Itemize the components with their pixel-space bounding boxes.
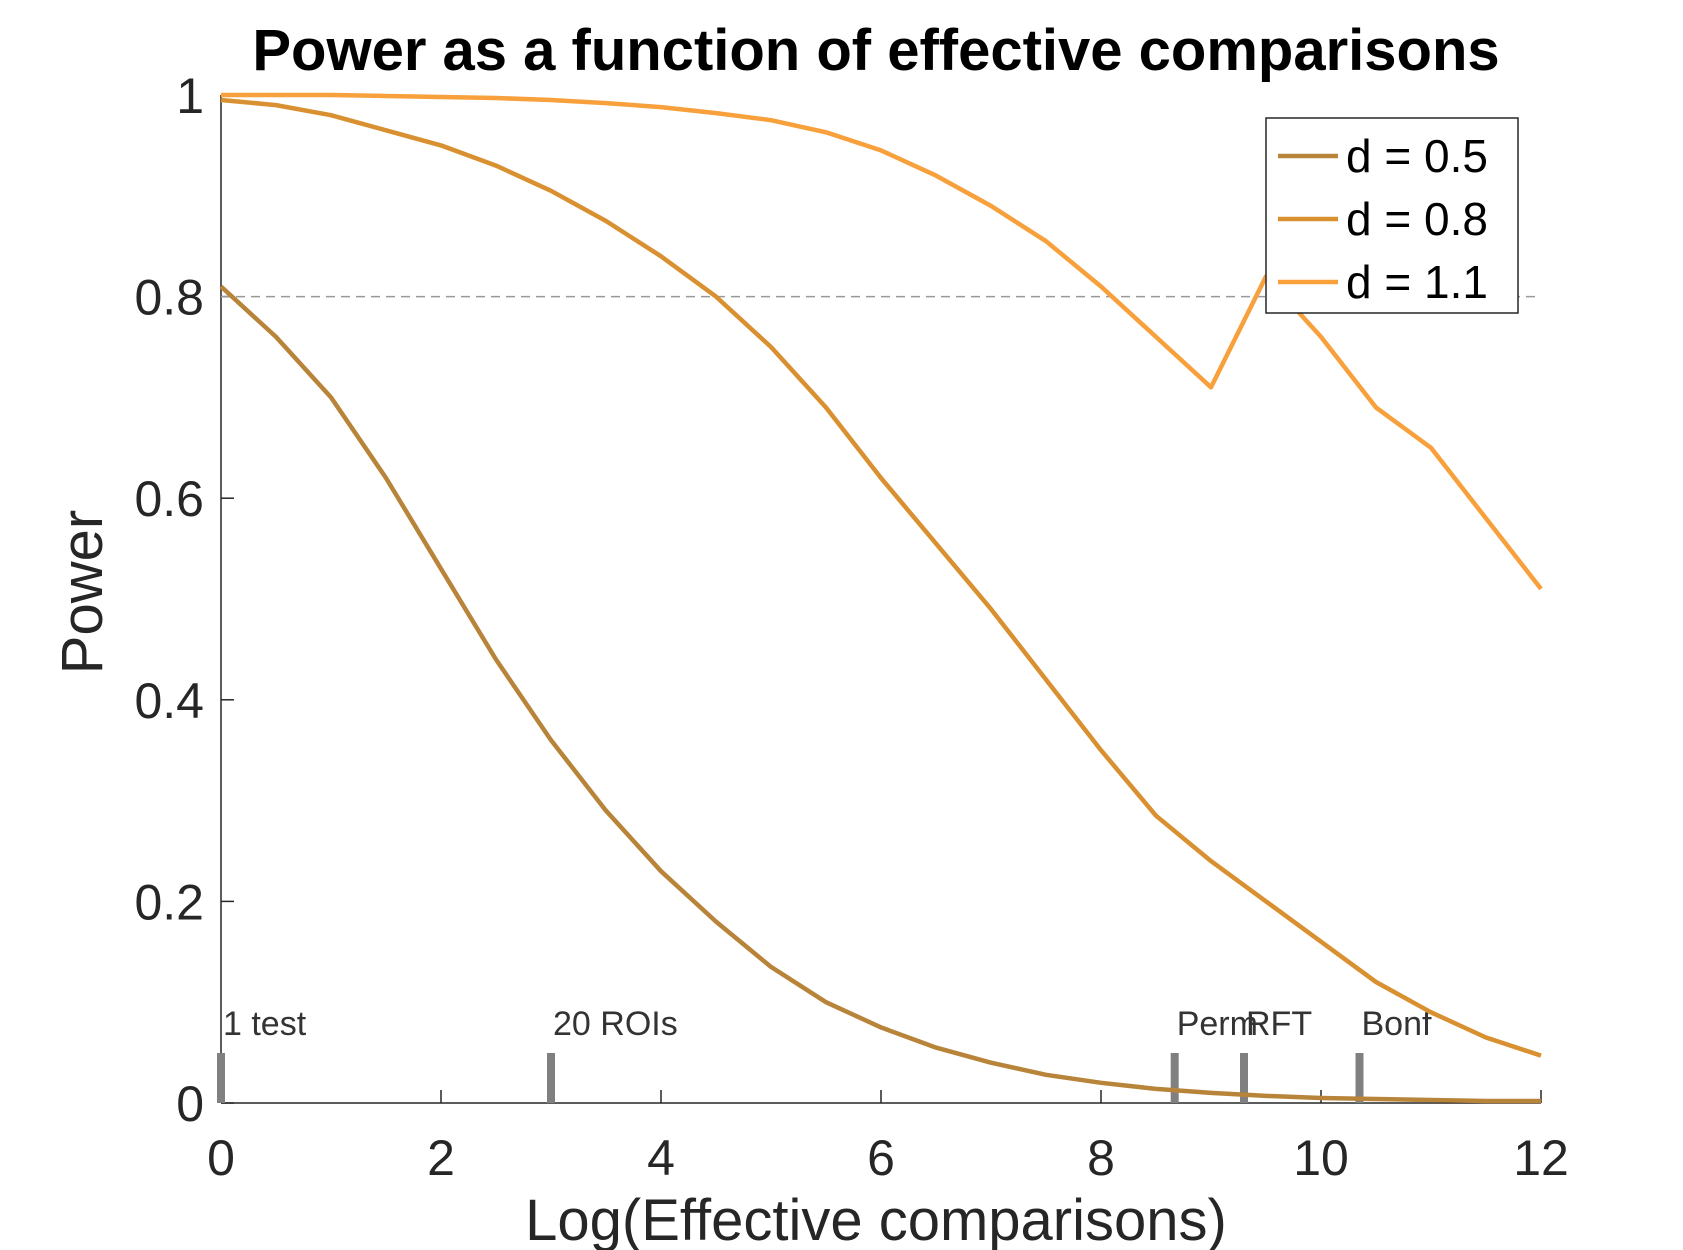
legend-label: d = 0.5 xyxy=(1346,130,1488,182)
legend: d = 0.5 d = 0.8 d = 1.1 xyxy=(1265,117,1519,314)
series-line-1 xyxy=(219,284,1541,1104)
y-tick-label: 0.2 xyxy=(134,874,204,930)
marker-label: 1 test xyxy=(223,1005,307,1043)
x-axis-ticks: 0 2 4 6 8 10 12 xyxy=(207,1090,1569,1186)
series-line-2 xyxy=(220,97,1542,1058)
marker-label: Perm xyxy=(1177,1005,1258,1043)
marker-label: RFT xyxy=(1246,1005,1312,1043)
legend-label: d = 0.8 xyxy=(1346,193,1488,245)
x-tick-label: 12 xyxy=(1513,1130,1569,1186)
series-line-3 xyxy=(221,92,1543,591)
x-tick-label: 4 xyxy=(647,1130,675,1186)
y-axis-ticks: 0 0.2 0.4 0.6 0.8 1 xyxy=(134,68,234,1132)
y-tick-label: 1 xyxy=(176,68,204,124)
y-axis-label: Power xyxy=(50,510,115,674)
legend-label: d = 1.1 xyxy=(1346,256,1488,308)
marker-label: Bonf xyxy=(1362,1005,1432,1043)
series-lines xyxy=(219,92,1543,1104)
y-tick-label: 0 xyxy=(176,1076,204,1132)
chart-title: Power as a function of effective compari… xyxy=(252,18,1499,83)
x-tick-label: 2 xyxy=(427,1130,455,1186)
y-tick-label: 0.6 xyxy=(134,471,204,527)
x-tick-label: 8 xyxy=(1087,1130,1115,1186)
x-tick-label: 10 xyxy=(1293,1130,1349,1186)
x-tick-label: 0 xyxy=(207,1130,235,1186)
y-tick-label: 0.4 xyxy=(134,673,204,729)
x-axis-label: Log(Effective comparisons) xyxy=(525,1188,1227,1250)
y-tick-label: 0.8 xyxy=(134,270,204,326)
marker-label: 20 ROIs xyxy=(553,1005,678,1043)
x-tick-label: 6 xyxy=(867,1130,895,1186)
